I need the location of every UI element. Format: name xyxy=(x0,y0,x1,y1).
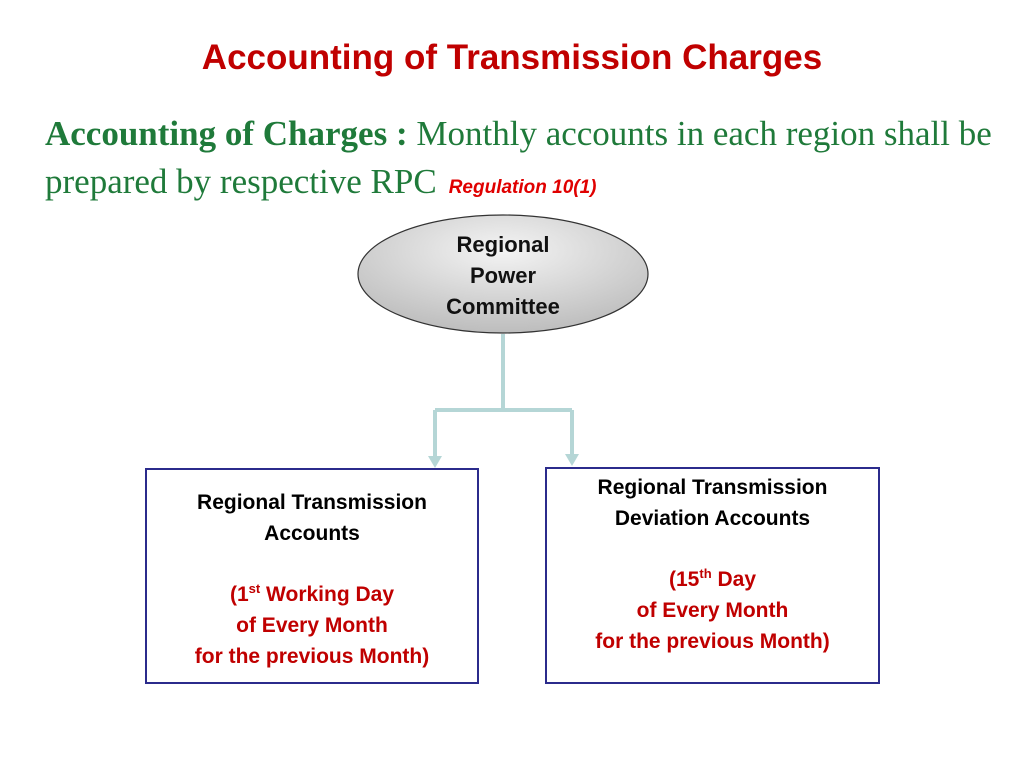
root-line: Power xyxy=(469,263,537,288)
box-heading: Regional Transmission xyxy=(597,476,828,499)
lead-bold: Accounting of Charges : xyxy=(45,114,408,153)
arrow-right-icon xyxy=(565,454,579,466)
slide-title: Accounting of Transmission Charges xyxy=(201,38,823,77)
box-heading: Accounts xyxy=(264,522,360,545)
root-line: Committee xyxy=(446,294,560,319)
lead-text: Monthly accounts in each region shall be… xyxy=(45,114,992,201)
box-schedule: (1st Working Day xyxy=(229,581,395,606)
box-heading: Regional Transmission xyxy=(197,491,427,514)
root-line: Regional xyxy=(456,232,550,257)
box-schedule-line: of Every Month xyxy=(236,614,388,637)
root-ellipse xyxy=(357,214,649,334)
box-heading: Deviation Accounts xyxy=(614,507,811,530)
regulation-ref: Regulation 10(1) xyxy=(448,177,597,198)
box-schedule-line: for the previous Month) xyxy=(595,630,830,653)
box-schedule: (15th Day xyxy=(669,566,756,591)
connector-lines xyxy=(433,334,574,460)
left-account-box: Regional Transmission Accounts (1st Work… xyxy=(145,468,479,684)
box-schedule-line: for the previous Month) xyxy=(194,645,430,668)
box-schedule-line: of Every Month xyxy=(636,599,789,622)
arrow-left-icon xyxy=(428,456,442,468)
right-account-box: Regional Transmission Deviation Accounts… xyxy=(545,467,880,684)
root-node-label: Regional Power Committee xyxy=(403,229,603,322)
lead-paragraph: Accounting of Charges : Monthly accounts… xyxy=(45,110,1005,212)
